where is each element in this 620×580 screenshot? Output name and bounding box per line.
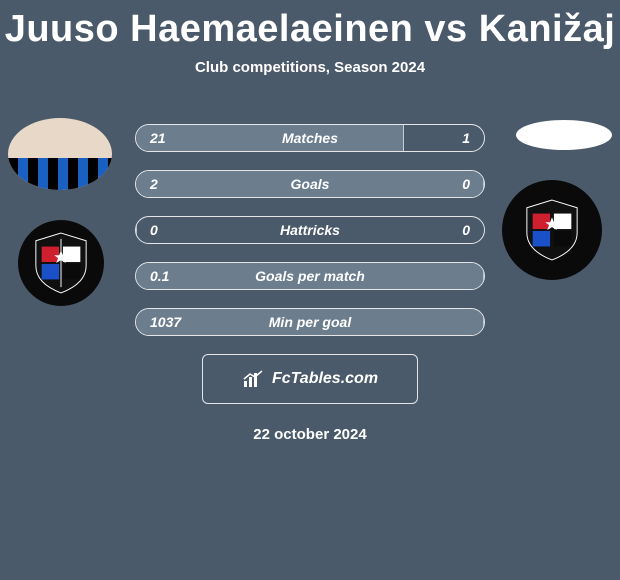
comparison-content: 21Matches12Goals00Hattricks00.1Goals per… [0, 112, 620, 443]
stat-row: 2Goals0 [135, 170, 485, 198]
stat-left-value: 2 [136, 176, 196, 192]
club-badge-left [18, 220, 104, 306]
stat-right-value: 1 [424, 130, 484, 146]
stat-label: Hattricks [196, 222, 424, 238]
date-label: 22 october 2024 [0, 426, 620, 443]
stat-label: Min per goal [196, 314, 424, 330]
stat-row: 21Matches1 [135, 124, 485, 152]
stat-label: Goals [196, 176, 424, 192]
shield-icon [523, 198, 581, 262]
stats-table: 21Matches12Goals00Hattricks00.1Goals per… [135, 112, 485, 336]
stat-left-value: 0 [136, 222, 196, 238]
club-badge-right [502, 180, 602, 280]
stat-row: 1037Min per goal [135, 308, 485, 336]
stat-right-value: 0 [424, 222, 484, 238]
chart-icon [242, 369, 266, 389]
stat-row: 0.1Goals per match [135, 262, 485, 290]
page-title: Juuso Haemaelaeinen vs Kanižaj [0, 0, 620, 51]
player-left-avatar [8, 118, 112, 190]
shield-icon [32, 231, 90, 295]
stat-label: Goals per match [196, 268, 424, 284]
player-right-avatar [516, 120, 612, 150]
source-badge: FcTables.com [202, 354, 418, 404]
stat-left-value: 0.1 [136, 268, 196, 284]
source-label: FcTables.com [272, 370, 378, 388]
stat-right-value: 0 [424, 176, 484, 192]
stat-row: 0Hattricks0 [135, 216, 485, 244]
stat-label: Matches [196, 130, 424, 146]
stat-left-value: 1037 [136, 314, 196, 330]
stat-left-value: 21 [136, 130, 196, 146]
subtitle: Club competitions, Season 2024 [0, 59, 620, 76]
